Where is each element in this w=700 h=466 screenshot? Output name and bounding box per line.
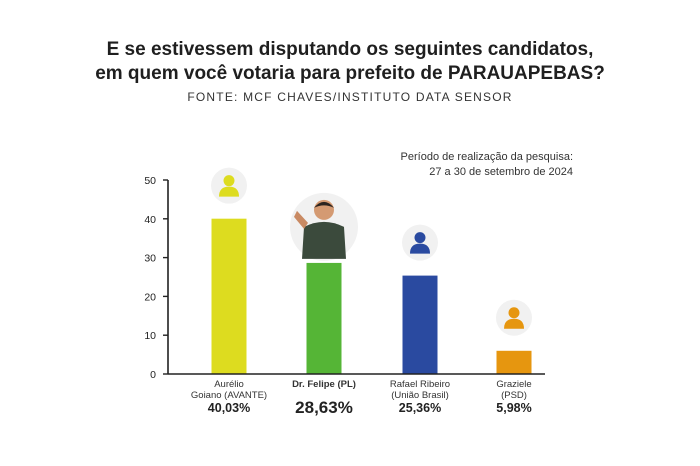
user-icon-body [504, 318, 524, 329]
survey-period: Período de realização da pesquisa: 27 a … [401, 150, 573, 180]
candidate-photo-icon [290, 192, 358, 261]
category-label-2-line0: Rafael Ribeiro [390, 379, 450, 390]
category-label-0-line0: Aurélio [214, 379, 244, 390]
user-icon-body [410, 243, 430, 254]
y-tick-label-30: 30 [144, 253, 156, 265]
user-icon-body [219, 186, 239, 197]
y-tick-label-40: 40 [144, 214, 156, 226]
candidate-body [302, 221, 346, 259]
user-icon-head [223, 175, 235, 187]
value-label-1: 28,63% [295, 398, 353, 417]
category-label-0-line1: Goiano (AVANTE) [191, 390, 267, 401]
chart-title-line1: E se estivessem disputando os seguintes … [106, 39, 594, 60]
category-label-3-line1: (PSD) [501, 390, 527, 401]
chart-source: FONTE: MCF CHAVES/INSTITUTO DATA SENSOR [187, 90, 513, 104]
bar-1 [306, 262, 342, 374]
survey-period-line1: Período de realização da pesquisa: [400, 151, 573, 163]
y-tick-label-0: 0 [150, 369, 156, 381]
value-label-0: 40,03% [208, 401, 250, 415]
survey-period-line2: 27 a 30 de setembro de 2024 [429, 166, 573, 178]
candidate-hair [314, 201, 334, 208]
bar-0 [211, 218, 247, 374]
bar-3 [496, 350, 532, 374]
user-icon [211, 167, 247, 204]
chart-title-line2: em quem você votaria para prefeito de PA… [95, 63, 605, 84]
y-tick-label-50: 50 [144, 175, 156, 187]
user-icon [496, 299, 532, 336]
category-label-3-line0: Graziele [496, 379, 531, 390]
category-label-1-line0: Dr. Felipe (PL) [292, 379, 356, 390]
chart-title: E se estivessem disputando os seguintes … [0, 38, 700, 86]
category-label-2-line1: (União Brasil) [391, 390, 449, 401]
candidate-arm [294, 210, 308, 229]
user-icon-head [414, 232, 426, 244]
y-tick-label-20: 20 [144, 291, 156, 303]
user-icon [402, 224, 438, 261]
bar-2 [402, 275, 438, 374]
y-tick-label-10: 10 [144, 330, 156, 342]
value-label-2: 25,36% [399, 401, 441, 415]
value-label-3: 5,98% [496, 401, 531, 415]
user-icon-head [508, 307, 520, 319]
